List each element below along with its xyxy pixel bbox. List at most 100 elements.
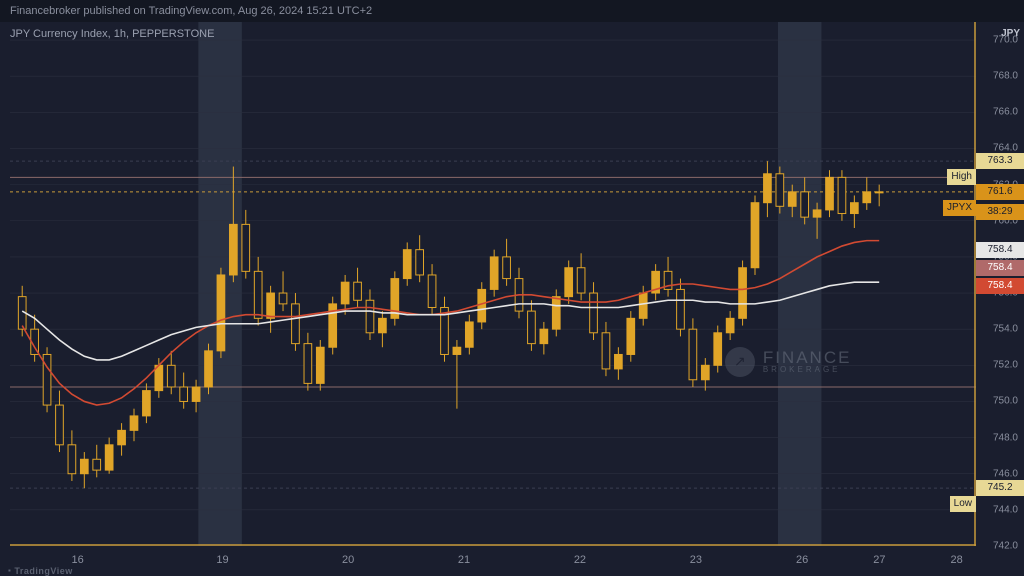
y-tick: 746.0: [993, 468, 1018, 479]
candle-body: [764, 174, 772, 203]
candle-body: [80, 459, 88, 473]
tradingview-footer: ▪ TradingView: [8, 566, 73, 576]
candle-body: [540, 329, 548, 343]
watermark-icon: ↗: [725, 347, 755, 377]
candle-body: [217, 275, 225, 351]
price-tag: 745.2Low: [976, 480, 1024, 496]
candle-body: [627, 318, 635, 354]
candle-body: [565, 268, 573, 297]
y-tick: 752.0: [993, 360, 1018, 371]
x-tick: 21: [458, 554, 470, 566]
candle-body: [130, 416, 138, 430]
watermark-main: FINANCE: [763, 349, 852, 366]
candle-body: [590, 293, 598, 333]
candle-body: [850, 203, 858, 214]
candle-body: [341, 282, 349, 304]
price-tag: 758.4: [976, 260, 1024, 276]
price-tag: 761.6JPYX: [976, 184, 1024, 200]
candle-body: [813, 210, 821, 217]
candle-body: [453, 347, 461, 354]
candle-body: [366, 300, 374, 333]
chart-svg: [10, 22, 976, 546]
candle-body: [465, 322, 473, 347]
attribution-bar: Financebroker published on TradingView.c…: [0, 0, 1024, 22]
y-tick: 754.0: [993, 324, 1018, 335]
candle-body: [68, 445, 76, 474]
x-tick: 26: [796, 554, 808, 566]
candle-body: [490, 257, 498, 290]
footer-text: TradingView: [14, 566, 72, 576]
x-tick: 27: [873, 554, 885, 566]
price-tag-label: High: [947, 169, 976, 185]
chart-title: JPY Currency Index, 1h, PEPPERSTONE: [10, 28, 214, 40]
chart-area[interactable]: JPY Currency Index, 1h, PEPPERSTONE JPY …: [0, 22, 1024, 576]
candle-body: [726, 318, 734, 332]
y-tick: 742.0: [993, 541, 1018, 552]
candle-body: [403, 250, 411, 279]
x-tick: 16: [71, 554, 83, 566]
candle-body: [801, 192, 809, 217]
candle-body: [552, 297, 560, 330]
candle-body: [826, 177, 834, 210]
candle-body: [788, 192, 796, 206]
x-axis: 16 19 20 21 22 23 26 27 28: [10, 550, 976, 570]
candle-body: [254, 271, 262, 318]
candle-body: [316, 347, 324, 383]
y-tick: 770.0: [993, 35, 1018, 46]
candle-body: [118, 430, 126, 444]
candle-body: [354, 282, 362, 300]
attribution-text: Financebroker published on TradingView.c…: [10, 5, 372, 17]
candle-body: [192, 387, 200, 401]
candle-body: [739, 268, 747, 319]
candle-body: [503, 257, 511, 279]
candle-body: [776, 174, 784, 207]
price-tag-label: JPYX: [943, 200, 976, 216]
price-tag: 38:29: [976, 204, 1024, 220]
candle-body: [863, 192, 871, 203]
candle-body: [56, 405, 64, 445]
x-tick: 28: [951, 554, 963, 566]
session-band: [778, 22, 821, 546]
candle-body: [602, 333, 610, 369]
x-tick: 23: [690, 554, 702, 566]
candle-body: [714, 333, 722, 366]
candle-body: [701, 365, 709, 379]
candle-body: [875, 192, 883, 193]
watermark-sub: BROKERAGE: [763, 366, 852, 374]
candle-body: [229, 224, 237, 275]
x-tick: 22: [574, 554, 586, 566]
candle-body: [242, 224, 250, 271]
trading-chart-page: Financebroker published on TradingView.c…: [0, 0, 1024, 576]
candle-body: [751, 203, 759, 268]
x-tick: 20: [342, 554, 354, 566]
candle-body: [167, 365, 175, 387]
candle-body: [428, 275, 436, 308]
y-tick: 748.0: [993, 432, 1018, 443]
candle-body: [689, 329, 697, 380]
candle-body: [577, 268, 585, 293]
candle-body: [677, 289, 685, 329]
y-tick: 750.0: [993, 396, 1018, 407]
y-tick: 744.0: [993, 504, 1018, 515]
y-axis: 742.0744.0746.0748.0750.0752.0754.0756.0…: [976, 22, 1024, 546]
candle-body: [304, 344, 312, 384]
candle-body: [838, 177, 846, 213]
candle-body: [279, 293, 287, 304]
candle-body: [267, 293, 275, 318]
candle-body: [93, 459, 101, 470]
price-tag: 758.4: [976, 278, 1024, 294]
x-tick: 19: [216, 554, 228, 566]
watermark: ↗ FINANCEBROKERAGE: [725, 347, 852, 377]
y-tick: 768.0: [993, 71, 1018, 82]
price-tag: 758.4: [976, 242, 1024, 258]
candle-body: [105, 445, 113, 470]
plot-region[interactable]: ↗ FINANCEBROKERAGE: [10, 22, 976, 546]
candle-body: [143, 391, 151, 416]
candle-body: [615, 354, 623, 368]
y-tick: 766.0: [993, 107, 1018, 118]
candle-body: [205, 351, 213, 387]
price-tag-label: Low: [950, 496, 976, 512]
candle-body: [292, 304, 300, 344]
price-tag: 763.3High: [976, 153, 1024, 169]
candle-body: [528, 311, 536, 344]
